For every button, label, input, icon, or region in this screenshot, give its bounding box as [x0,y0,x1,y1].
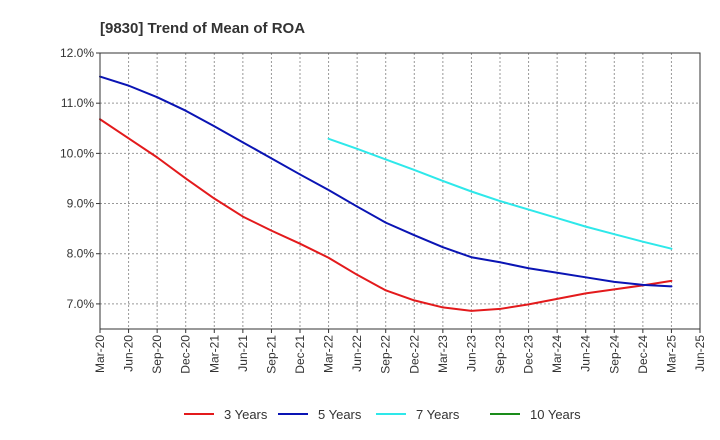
x-tick-label: Sep-20 [150,335,164,374]
x-tick-label: Mar-21 [207,335,221,373]
x-tick-label: Sep-21 [264,335,278,374]
grid [100,52,700,329]
x-tick-label: Dec-20 [179,335,193,374]
x-tick-label: Jun-22 [350,335,364,372]
x-tick-label: Sep-22 [379,335,393,374]
x-tick-label: Sep-23 [493,335,507,374]
x-tick-label: Mar-24 [550,335,564,373]
legend-label-3-years: 3 Years [224,407,268,422]
x-tick-label: Jun-25 [693,335,707,372]
x-tick-label: Jun-21 [236,335,250,372]
x-tick-label: Mar-22 [322,335,336,373]
x-tick-label: Dec-21 [293,335,307,374]
series-line-5-years [99,75,673,288]
x-tick-label: Mar-23 [436,335,450,373]
series-line-3-years [99,118,673,312]
x-tick-label: Dec-23 [522,335,536,374]
series-lines [99,75,673,312]
y-tick-label: 10.0% [60,146,94,160]
x-tick-label: Jun-24 [579,335,593,372]
chart-title: [9830] Trend of Mean of ROA [100,20,305,37]
x-tick-label: Jun-20 [122,335,136,372]
legend: 3 Years 5 Years 7 Years 10 Years [184,407,581,422]
y-tick-label: 12.0% [60,46,94,60]
x-tick-label: Mar-20 [93,335,107,373]
x-tick-label: Jun-23 [464,335,478,372]
y-axis-ticks: 7.0% 8.0% 9.0% 10.0% 11.0% 12.0% [60,46,100,311]
x-tick-label: Mar-25 [664,335,678,373]
y-tick-label: 11.0% [61,96,94,110]
x-tick-label: Dec-22 [407,335,421,374]
plot-frame [99,52,701,330]
x-tick-label: Sep-24 [607,335,621,374]
y-tick-label: 8.0% [67,247,95,261]
x-axis-ticks: Mar-20 Jun-20 Sep-20 Dec-20 Mar-21 Jun-21 Sep-… [93,329,707,374]
legend-label-5-years: 5 Years [318,407,362,422]
legend-label-10-years: 10 Years [530,407,581,422]
legend-label-7-years: 7 Years [416,407,460,422]
x-tick-label: Dec-24 [636,335,650,374]
series-line-7-years [327,137,673,250]
y-tick-label: 7.0% [67,297,95,311]
y-tick-label: 9.0% [67,197,95,211]
